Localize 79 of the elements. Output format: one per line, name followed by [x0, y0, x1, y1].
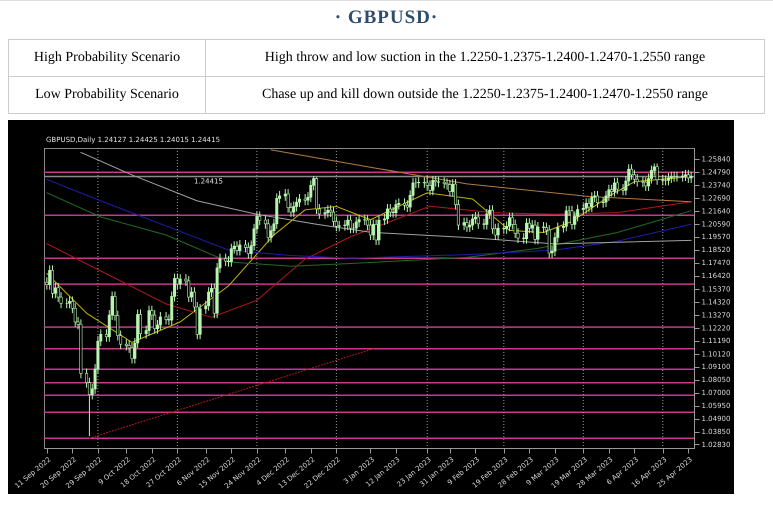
candlestick	[525, 218, 528, 244]
candlestick	[564, 205, 568, 232]
candlestick	[428, 180, 432, 196]
candlestick	[377, 214, 380, 246]
candlestick	[374, 218, 378, 246]
candlestick	[298, 194, 301, 208]
candlestick	[644, 176, 648, 192]
candlestick	[582, 202, 585, 216]
candlestick	[542, 221, 546, 234]
candlestick	[476, 212, 480, 230]
candlestick	[238, 239, 242, 256]
candlestick	[536, 221, 540, 245]
candlestick	[596, 190, 599, 208]
candlestick	[402, 198, 406, 211]
candlestick	[417, 176, 420, 188]
candlestick	[613, 177, 616, 198]
candlestick	[292, 200, 296, 218]
candlestick	[636, 174, 639, 188]
candlestick	[437, 176, 440, 188]
candlestick	[666, 172, 670, 186]
candlestick	[139, 308, 142, 340]
candlestick	[230, 243, 233, 268]
candlestick	[485, 208, 488, 230]
candlestick	[338, 220, 341, 232]
candlestick	[442, 176, 446, 189]
line-series	[46, 192, 692, 267]
candlestick	[534, 220, 537, 245]
candlestick	[187, 275, 190, 303]
candlestick	[349, 214, 352, 234]
candlestick	[153, 310, 156, 334]
candlestick	[148, 305, 151, 336]
candlestick	[508, 212, 511, 232]
candlestick	[548, 224, 551, 258]
candlestick	[661, 174, 664, 186]
candlestick	[286, 188, 290, 214]
text: High throw and low suction in the 1.2250-1.2375-1.2400-1.2470-1.2550 range	[206, 40, 764, 76]
candlestick	[630, 164, 634, 180]
candlestick	[431, 176, 434, 196]
candlestick	[124, 338, 128, 351]
text: Chase up and kill down outside the 1.2250-1.2375-1.2400-1.2470-1.2550 range	[206, 76, 764, 114]
candlestick	[570, 205, 574, 230]
candlestick	[610, 184, 614, 198]
candlestick	[465, 217, 468, 232]
candlestick	[496, 222, 500, 240]
candlestick	[394, 199, 398, 218]
candlestick	[207, 286, 210, 312]
candlestick	[392, 206, 395, 218]
candlestick	[236, 240, 239, 256]
candlestick	[656, 163, 659, 186]
candlestick	[590, 192, 594, 213]
candlestick	[158, 311, 162, 330]
candlestick	[266, 218, 270, 243]
line-series	[46, 201, 692, 318]
text: High Probability Scenario	[8, 40, 206, 76]
line-series	[270, 149, 692, 202]
candlestick	[309, 180, 312, 203]
candlestick	[164, 311, 168, 325]
candlestick	[690, 170, 693, 184]
candlestick	[48, 264, 52, 290]
candlestick	[363, 214, 366, 226]
candlestick	[684, 169, 687, 182]
candlestick	[304, 194, 307, 206]
candlestick	[224, 253, 228, 267]
candlestick	[130, 342, 134, 364]
candlestick	[584, 198, 588, 214]
candlestick	[386, 203, 389, 224]
candlestick	[354, 216, 358, 234]
candlestick	[51, 264, 54, 299]
candlestick	[178, 274, 182, 290]
candlestick	[68, 296, 72, 309]
candlestick	[681, 170, 684, 182]
candlestick	[587, 198, 590, 213]
candlestick	[388, 203, 392, 218]
chart-title: · GBPUSD·	[0, 0, 773, 35]
candlestick	[462, 217, 466, 231]
text: Low Probability Scenario	[8, 76, 206, 114]
candlestick	[471, 213, 474, 231]
candlestick	[616, 177, 619, 195]
candlestick	[346, 214, 350, 231]
